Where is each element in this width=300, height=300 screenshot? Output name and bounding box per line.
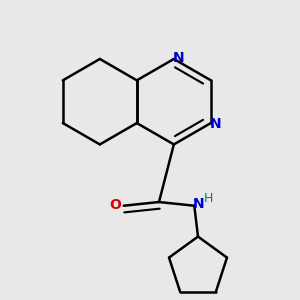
Text: N: N [210,117,222,131]
Text: N: N [193,197,205,211]
Text: H: H [204,192,213,205]
Text: O: O [110,198,122,212]
Text: N: N [173,51,185,65]
